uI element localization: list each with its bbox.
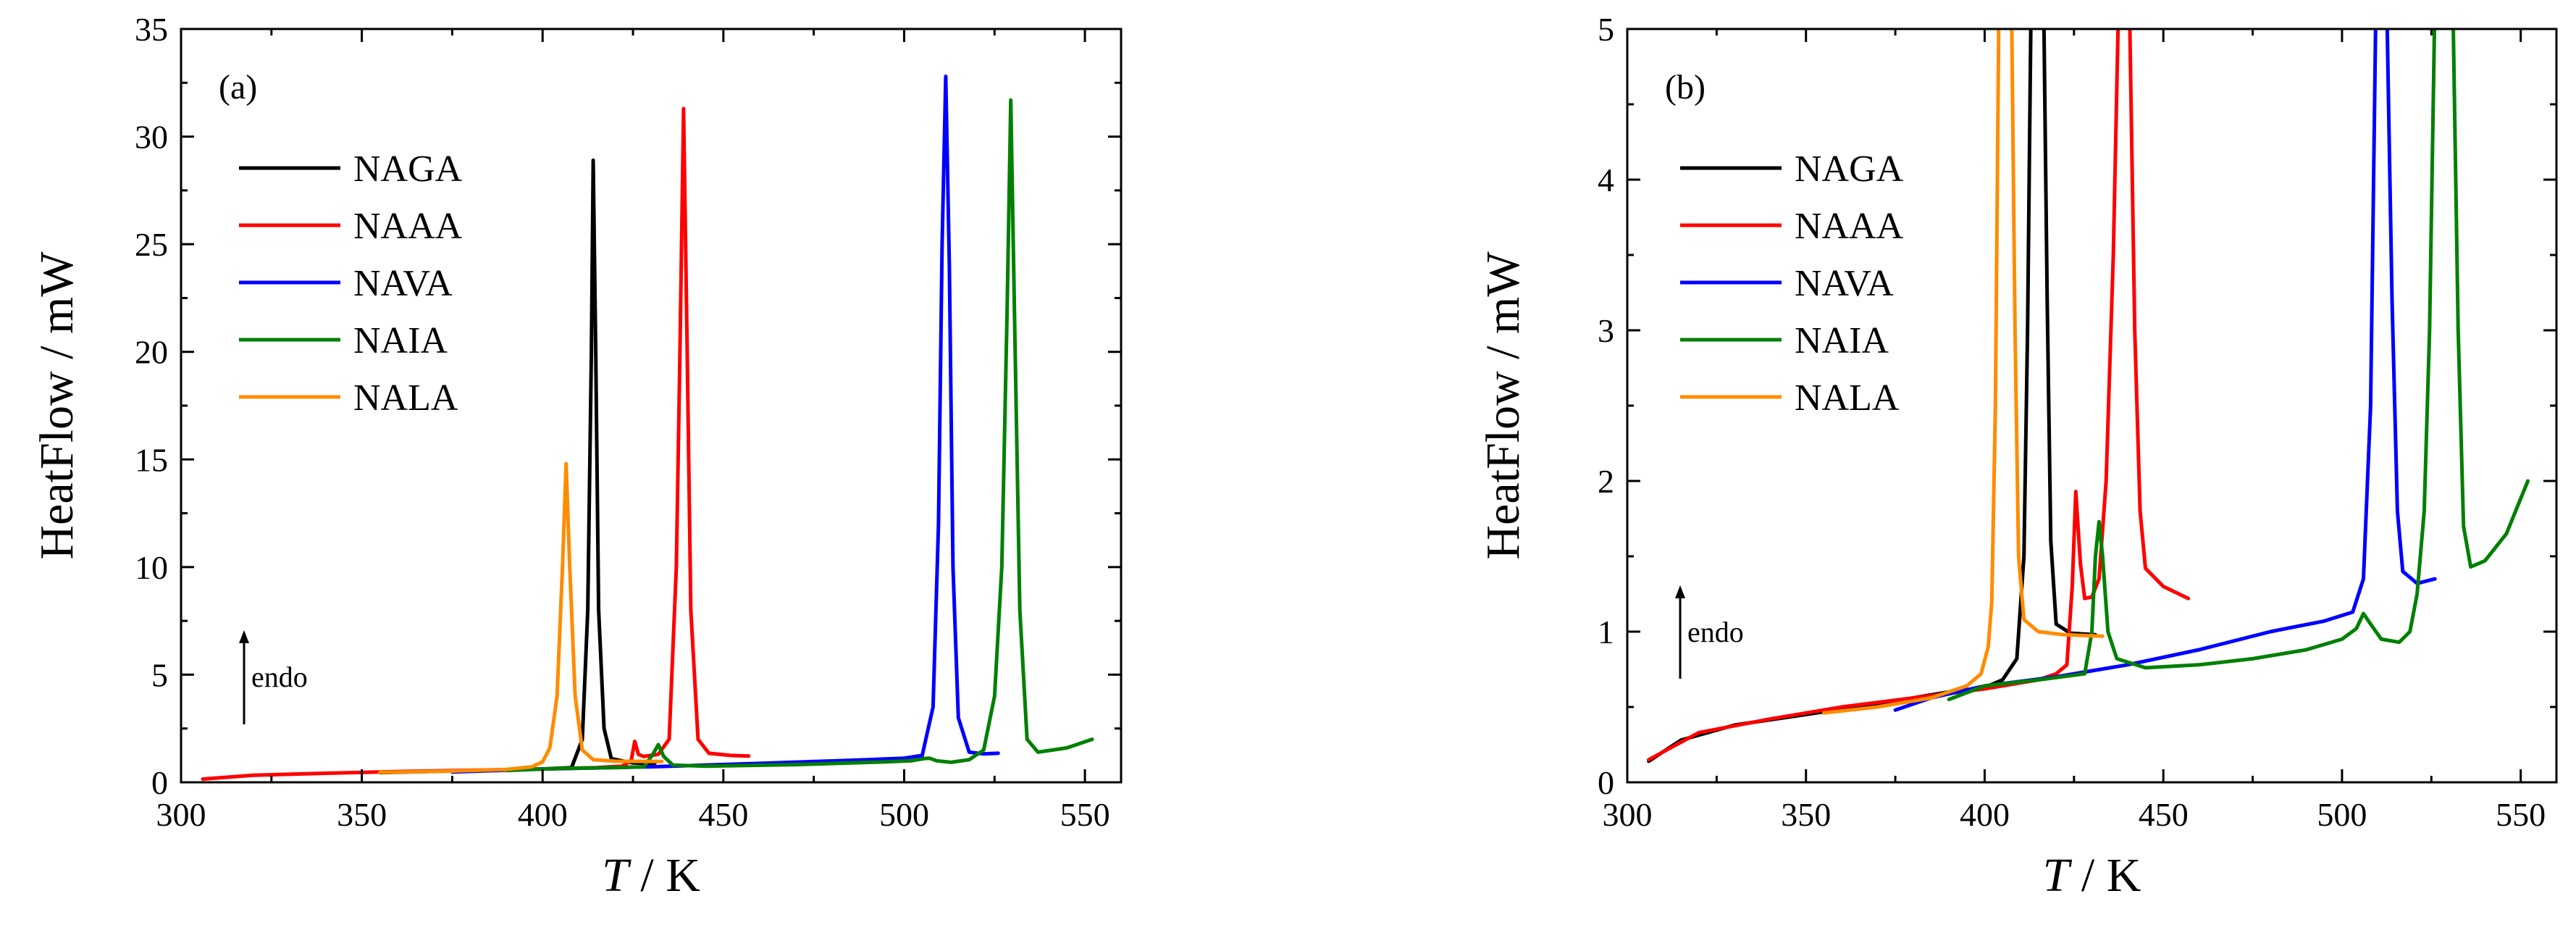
series-line-naia — [1947, 29, 2530, 702]
series-line-nala — [1821, 29, 2105, 715]
y-tick-label: 10 — [135, 549, 168, 586]
y-tick-label: 2 — [1598, 463, 1614, 500]
x-tick-label: 300 — [1603, 796, 1653, 833]
y-tick-label: 0 — [1598, 764, 1614, 801]
endo-annotation: endo — [239, 630, 308, 724]
y-tick-label: 30 — [135, 119, 168, 156]
legend-label-naia: NAIA — [1795, 320, 1889, 361]
series-line-nava — [450, 74, 1000, 774]
panel-label: (b) — [1665, 68, 1706, 106]
legend-label-nava: NAVA — [353, 263, 453, 304]
y-tick-label: 4 — [1598, 162, 1614, 198]
x-tick-label: 400 — [518, 796, 568, 833]
y-tick-label: 25 — [135, 226, 168, 263]
x-axis-title: T / K — [602, 849, 700, 902]
panel-b: 300 350 400 450 500 550 0 1 2 3 4 5 T / K HeatFlow / … — [1477, 11, 2558, 902]
y-tick-label: 3 — [1598, 312, 1614, 349]
x-tick-label: 500 — [879, 796, 929, 833]
legend-label-naia: NAIA — [353, 320, 448, 361]
series-line-naga — [378, 158, 657, 775]
up-arrow-icon — [239, 630, 249, 643]
legend-label-nava: NAVA — [1795, 263, 1894, 304]
series-line-nala — [378, 461, 664, 774]
x-tick-label: 450 — [2139, 796, 2189, 833]
y-axis-title: HeatFlow / mW — [30, 251, 83, 560]
panel-a: 300 350 400 450 500 550 0 5 10 15 20 25 30 35 T / K Hea… — [30, 11, 1123, 902]
legend: NAGA NAAA NAVA NAIA NALA — [239, 148, 463, 419]
legend-label-nala: NALA — [1795, 377, 1900, 419]
y-tick-label: 35 — [135, 11, 168, 48]
y-tick-label: 20 — [135, 334, 168, 371]
x-tick-label: 300 — [156, 796, 206, 833]
legend-label-naga: NAGA — [353, 148, 463, 190]
x-tick-label: 500 — [2317, 796, 2367, 833]
y-tick-label: 1 — [1598, 614, 1614, 650]
legend-label-naga: NAGA — [1795, 148, 1904, 190]
plot-frame — [180, 28, 1123, 784]
x-tick-label: 550 — [2496, 796, 2546, 833]
endo-label: endo — [251, 661, 308, 693]
endo-annotation: endo — [1675, 585, 1744, 679]
legend-label-nala: NALA — [353, 377, 458, 419]
x-tick-label: 550 — [1060, 796, 1110, 833]
legend-label-naaa: NAAA — [1795, 206, 1904, 247]
endo-label: endo — [1687, 616, 1744, 648]
legend-label-naaa: NAAA — [353, 206, 463, 247]
y-tick-label: 0 — [151, 764, 168, 801]
x-axis-title: T / K — [2043, 849, 2141, 902]
y-axis-title: HeatFlow / mW — [1477, 251, 1530, 560]
x-tick-label: 450 — [698, 796, 748, 833]
legend: NAGA NAAA NAVA NAIA NALA — [1680, 148, 1904, 419]
x-tick-label: 350 — [1781, 796, 1831, 833]
x-tick-label: 400 — [1960, 796, 2010, 833]
up-arrow-icon — [1675, 585, 1685, 598]
series-line-nava — [1893, 29, 2437, 712]
series-line-naaa — [1647, 29, 2191, 762]
x-tick-label: 350 — [337, 796, 387, 833]
series-line-naia — [504, 98, 1094, 773]
y-tick-label: 5 — [1598, 11, 1614, 48]
y-tick-label: 15 — [135, 441, 168, 478]
panel-label: (a) — [219, 68, 257, 106]
y-tick-label: 5 — [151, 656, 168, 693]
